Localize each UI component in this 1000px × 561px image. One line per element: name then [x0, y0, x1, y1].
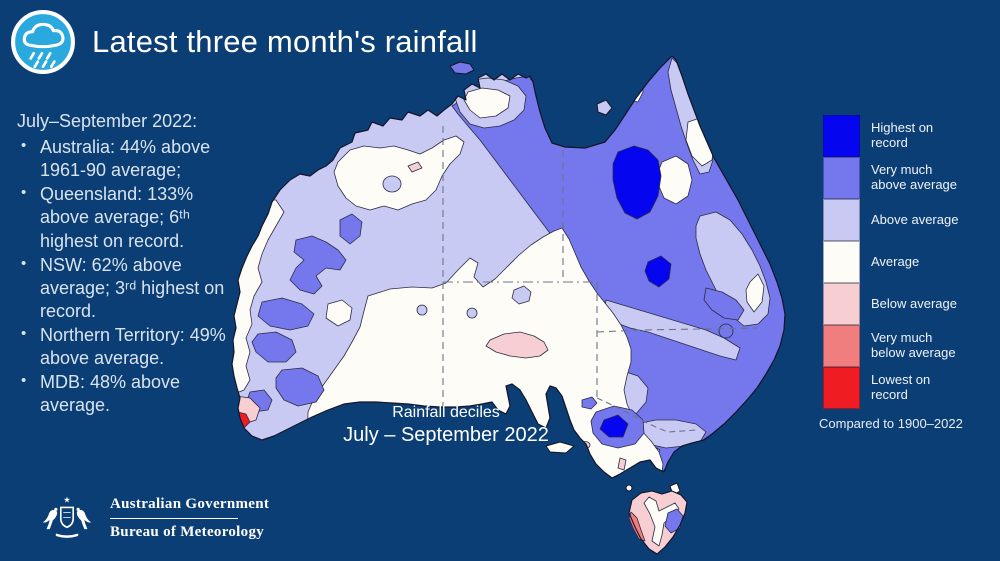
gov-name: Australian Government: [110, 495, 270, 512]
island-kangaroo: [545, 441, 575, 454]
legend-item: Above average: [823, 199, 967, 241]
map-caption: Rainfall deciles July – September 2022: [326, 403, 566, 448]
bureau-name: Bureau of Meteorology: [110, 523, 265, 540]
map-region-average-nsw-coast: [745, 273, 765, 313]
slide-header: Latest three month's rainfall: [10, 9, 478, 75]
stats-heading: July–September 2022:: [17, 111, 198, 131]
legend-label: Very much below average: [871, 330, 956, 360]
legend-item: Lowest on record: [823, 367, 967, 409]
legend-swatch-highest: [823, 115, 860, 157]
rain-cloud-icon: [11, 10, 75, 74]
tasmania: [628, 490, 688, 555]
map-region-below-sa: [485, 331, 549, 359]
map-region-vma-wa-5: [275, 367, 325, 407]
islands: [449, 61, 681, 496]
legend-label: Average: [871, 253, 920, 269]
map-region-highest-vic: [599, 414, 629, 438]
legend-label: Very much above average: [871, 162, 958, 192]
map-region-average-topend-inner: [463, 87, 511, 119]
legend-item: Highest on record: [823, 115, 967, 157]
rainfall-stats-panel: July–September 2022: Australia: 44% abov…: [17, 110, 249, 418]
island-melville: [449, 61, 475, 75]
footer: ★ Australian Government Bureau of Meteor…: [36, 492, 269, 544]
legend-label: Above average: [871, 211, 959, 227]
map-region-above-nw-hole: [382, 175, 402, 193]
island-king: [625, 484, 633, 492]
stats-list: Australia: 44% above 1961-90 average; Qu…: [17, 136, 249, 416]
legend-swatch-lowest: [823, 367, 860, 409]
stat-item-mdb: MDB: 48% above average.: [17, 371, 238, 417]
svg-text:★: ★: [63, 496, 70, 505]
stat-item-australia: Australia: 44% above 1961-90 average;: [17, 136, 238, 182]
legend-swatch-very-much-below: [823, 325, 860, 367]
australian-coat-of-arms-icon: ★: [42, 496, 92, 538]
map-region-below-nw: [407, 161, 423, 173]
legend-label: Lowest on record: [871, 372, 931, 402]
map-region-highest-qld-2: [644, 255, 672, 288]
map-region-above-dot-3: [511, 285, 532, 305]
stat-item-nt: Northern Territory: 49% above average.: [17, 324, 238, 370]
legend-label: Below average: [871, 295, 957, 311]
legend-swatch-below: [823, 283, 860, 325]
map-region-average-qld-inland: [657, 155, 693, 205]
map-region-above-dot-2: [466, 307, 478, 319]
map-region-tas-average: [643, 496, 680, 547]
map-caption-line1: Rainfall deciles: [392, 404, 500, 421]
map-region-vma-qld-coast: [703, 287, 745, 321]
legend-swatch-average: [823, 241, 860, 283]
island-groote: [596, 99, 613, 116]
legend-item: Very much above average: [823, 157, 967, 199]
map-region-vma-wa-4: [251, 331, 297, 363]
legend-swatch-very-much-above: [823, 157, 860, 199]
tasmania-coastline: [628, 490, 688, 555]
rain-drops: [29, 52, 56, 69]
map-region-average-northwest: [333, 135, 465, 211]
legend-swatch-above: [823, 199, 860, 241]
legend-footnote: Compared to 1900–2022: [819, 416, 963, 431]
map-region-highest-qld: [612, 145, 662, 220]
map-region-below-sa-dot-2: [617, 457, 627, 471]
map-coastline: [231, 55, 786, 479]
map-region-vma-wa-3: [257, 297, 315, 331]
footer-divider: [110, 517, 238, 519]
page-title: Latest three month's rainfall: [92, 24, 478, 59]
map-region-vma-border-dot: [718, 323, 734, 339]
legend-item: Average: [823, 241, 967, 283]
stat-item-nsw: NSW: 62% above average; 3ʳᵈ highest on r…: [17, 254, 238, 323]
stat-item-queensland: Queensland: 133% above average; 6ᵗʰ high…: [17, 183, 238, 252]
map-region-vma-sa: [581, 396, 598, 410]
map-region-vma-wa-1: [289, 235, 347, 295]
legend-item: Below average: [823, 283, 967, 325]
map-caption-line2: July – September 2022: [343, 424, 549, 446]
state-borders: [442, 126, 758, 433]
map-region-average-wa-hole: [325, 299, 353, 327]
legend-label: Highest on record: [871, 120, 934, 150]
map-region-average-capeyork-west: [624, 73, 644, 103]
legend-item: Very much below average: [823, 325, 967, 367]
org-block: Australian Government Bureau of Meteorol…: [110, 496, 269, 541]
map-region-vma-wa-2: [339, 213, 363, 245]
map-region-above-dot-1: [416, 304, 428, 316]
rainfall-deciles-legend: Highest on record Very much above averag…: [819, 115, 967, 431]
